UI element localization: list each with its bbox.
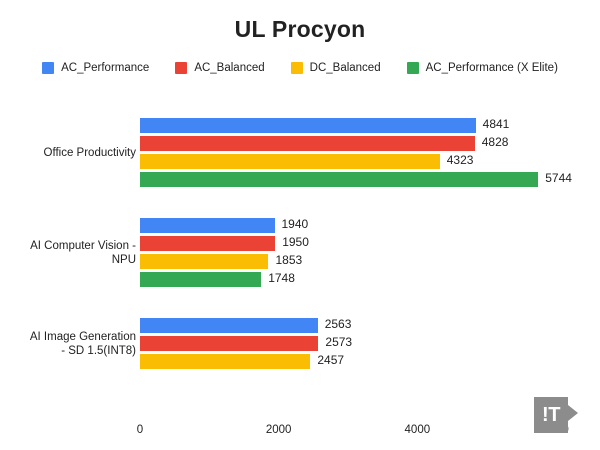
bar-value-label: 4828 xyxy=(481,135,509,149)
bar[interactable] xyxy=(140,336,319,351)
bar-value-label: 4323 xyxy=(446,153,474,167)
category-label-line: NPU xyxy=(111,253,136,266)
legend-label: AC_Performance (X Elite) xyxy=(425,62,558,74)
legend-swatch-icon xyxy=(290,62,303,74)
legend-item-0[interactable]: AC_Performance xyxy=(42,62,149,74)
bar-value-label: 1940 xyxy=(281,217,309,231)
legend-label: DC_Balanced xyxy=(309,62,381,74)
bar-value-label: 1853 xyxy=(275,253,303,267)
watermark-logo: !T xyxy=(534,397,578,433)
legend-item-2[interactable]: DC_Balanced xyxy=(290,62,381,74)
bar[interactable] xyxy=(140,318,318,333)
chart-title: UL Procyon xyxy=(234,16,366,42)
category-label-line: Office Productivity xyxy=(43,146,136,159)
bar[interactable] xyxy=(140,118,476,133)
legend-swatch-icon xyxy=(406,62,419,74)
legend-label: AC_Performance xyxy=(61,62,150,74)
bar[interactable] xyxy=(140,154,440,169)
plot-area: Office Productivity 4841 4828 4323 5744 AI Co… xyxy=(0,100,600,420)
bar[interactable] xyxy=(140,272,262,287)
bar[interactable] xyxy=(140,254,269,269)
bar-value-label: 4841 xyxy=(482,117,510,131)
legend-item-3[interactable]: AC_Performance (X Elite) xyxy=(406,62,558,74)
bar-value-label: 2573 xyxy=(325,335,353,349)
bar[interactable] xyxy=(140,354,311,369)
legend-swatch-icon xyxy=(175,62,188,74)
category-label-line: - SD 1.5(INT8) xyxy=(61,344,136,357)
bar[interactable] xyxy=(140,172,539,187)
bar-value-label: 2457 xyxy=(317,353,345,367)
category-label-line: AI Image Generation xyxy=(29,330,136,343)
category-label: Office Productivity xyxy=(0,146,136,160)
watermark-box xyxy=(534,397,568,433)
bar-value-label: 2563 xyxy=(324,317,352,331)
chart-legend: AC_Performance AC_Balanced DC_Balanced AC_P… xyxy=(0,62,600,74)
category-label: AI Image Generation - SD 1.5(INT8) xyxy=(0,330,136,358)
category-label-line: AI Computer Vision - xyxy=(30,239,136,252)
bar-value-label: 1748 xyxy=(268,271,295,285)
x-axis-tick-label: 4000 xyxy=(404,424,431,436)
legend-item-1[interactable]: AC_Balanced xyxy=(175,62,265,74)
watermark-arrow-icon xyxy=(568,405,578,421)
category-label: AI Computer Vision - NPU xyxy=(0,239,136,267)
bar-value-label: 1950 xyxy=(282,235,309,249)
legend-swatch-icon xyxy=(42,62,55,74)
x-axis-tick-label: 0 xyxy=(136,424,144,436)
bar-value-label: 5744 xyxy=(545,171,572,185)
bar[interactable] xyxy=(140,136,475,151)
x-axis: 0200040006000 xyxy=(0,424,600,444)
watermark-text: !T xyxy=(542,403,560,426)
bar[interactable] xyxy=(140,218,275,233)
bar[interactable] xyxy=(140,236,276,251)
x-axis-tick-label: 2000 xyxy=(265,424,292,436)
legend-label: AC_Balanced xyxy=(194,62,265,74)
